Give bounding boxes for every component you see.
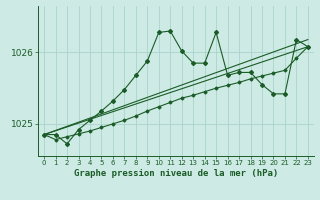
- X-axis label: Graphe pression niveau de la mer (hPa): Graphe pression niveau de la mer (hPa): [74, 169, 278, 178]
